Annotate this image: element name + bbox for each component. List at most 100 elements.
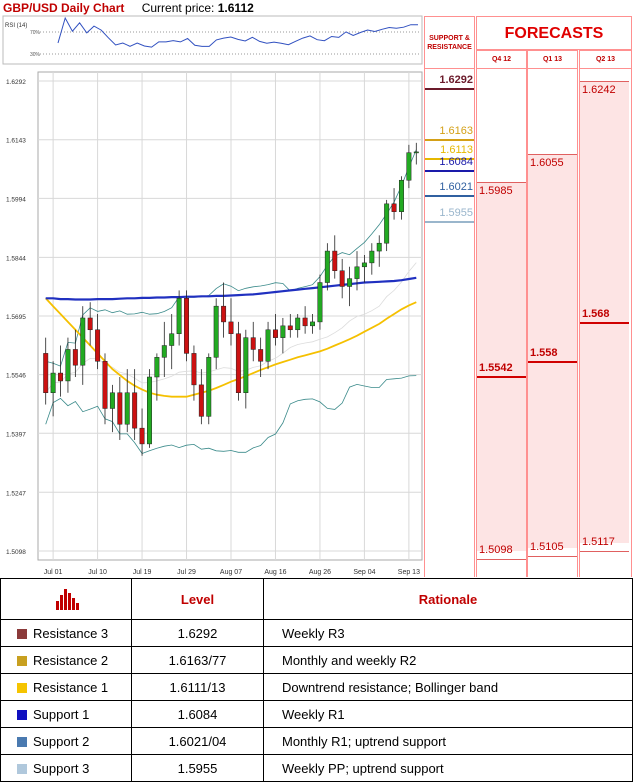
candle-body: [413, 151, 419, 154]
forecast-line-high: [528, 154, 577, 156]
candle-body: [191, 353, 197, 386]
forecast-line-low: [477, 558, 526, 560]
candle-body: [235, 333, 241, 393]
axes: 1.6292 1.6143 1.5994 1.5844 1.5695 1.5546 1.53…: [6, 79, 420, 576]
forecast-column-q1: 1.6055 1.558 1.5105: [527, 69, 578, 577]
candle-body: [317, 282, 323, 323]
forecast-line-mid: [580, 321, 629, 324]
table-row: Resistance 1 1.6111/13 Downtrend resistanc…: [0, 673, 633, 701]
level-name: Support 3: [33, 760, 90, 776]
level-color-swatch: [17, 682, 27, 693]
candle-body: [361, 262, 367, 268]
candle-body: [213, 305, 219, 358]
y-tick-label: 1.5546: [6, 373, 26, 380]
level-rationale: Monthly R1; uptrend support: [263, 727, 633, 755]
candle-body: [43, 353, 49, 393]
chart-title-bar: GBP/USD Daily Chart Current price: 1.611…: [3, 1, 254, 15]
candle-body: [206, 357, 212, 417]
level-value: 1.5955: [131, 754, 264, 782]
forecast-range: [528, 154, 577, 549]
level-rationale: Monthly and weekly R2: [263, 646, 633, 674]
y-tick-label: 1.6292: [6, 79, 26, 86]
forecast-value-low: 1.5117: [582, 536, 615, 549]
candle-body: [117, 392, 123, 425]
candle-body: [324, 250, 330, 283]
level-color-swatch: [17, 655, 27, 666]
level-value: 1.6111/13: [131, 673, 264, 701]
candle-body: [310, 321, 316, 327]
candle-body: [280, 325, 286, 338]
candle-body: [176, 298, 182, 334]
candle-body: [339, 270, 345, 287]
sr-level-line: [425, 220, 474, 223]
bar-chart-icon: [56, 589, 79, 610]
candle-body: [139, 427, 145, 445]
y-tick-label: 1.5397: [6, 431, 26, 438]
x-tick-label: Jul 01: [44, 569, 63, 576]
table-header-level: Level: [131, 578, 264, 620]
sr-level-value: 1.5955: [439, 206, 473, 219]
current-price-value: 1.6112: [217, 1, 254, 15]
ma-line-1: [45, 276, 417, 301]
x-tick-label: Jul 29: [177, 569, 196, 576]
rsi-tick-30: 30%: [30, 52, 41, 58]
y-tick-label: 1.5994: [6, 196, 26, 203]
candle-body: [50, 372, 56, 393]
forecast-line-high: [477, 181, 526, 183]
sr-level-value: 1.6021: [439, 180, 473, 193]
level-name-cell: Support 2: [0, 727, 132, 755]
sr-level-line: [425, 158, 474, 161]
price-chart: RSI (14)70%30% 1.62921.61431.59941.58441…: [2, 15, 423, 576]
candle-body: [354, 266, 360, 279]
candle-body: [80, 317, 86, 366]
table-row: Support 3 1.5955 Weekly PP; uptrend suppor…: [0, 754, 633, 782]
quarter-header-q2: Q2 13: [579, 50, 632, 69]
support-resistance-column: 1.6292 1.6163 1.6113 1.6084 1.6021 1.5955: [424, 69, 475, 577]
candle-body: [265, 329, 271, 362]
candle-body: [332, 250, 338, 271]
candlesticks: [43, 142, 419, 456]
sr-level-line: [425, 138, 474, 141]
level-name: Resistance 1: [33, 679, 109, 695]
candle-body: [102, 361, 108, 409]
candle-body: [198, 384, 204, 417]
table-row: Support 1 1.6084 Weekly R1: [0, 700, 633, 728]
forecast-line-high: [580, 80, 629, 82]
chart-grid: [37, 71, 423, 561]
level-name-cell: Support 1: [0, 700, 132, 728]
candle-body: [87, 317, 93, 331]
table-header-rationale: Rationale: [263, 578, 633, 620]
level-color-swatch: [17, 628, 27, 639]
level-rationale: Weekly R3: [263, 619, 633, 647]
forecast-value-mid: 1.558: [530, 347, 558, 360]
sr-level-value: 1.6292: [439, 74, 473, 87]
current-price-label: Current price:: [141, 1, 215, 15]
x-tick-label: Sep 13: [398, 569, 420, 576]
rsi-tick-70: 70%: [30, 30, 41, 36]
candle-body: [243, 337, 249, 393]
candle-body: [184, 298, 190, 354]
bollinger-lower: [45, 375, 417, 454]
forecast-value-high: 1.6055: [530, 157, 564, 170]
level-value: 1.6021/04: [131, 727, 264, 755]
forecasts-header: FORECASTS: [476, 16, 632, 50]
level-name: Resistance 3: [33, 625, 109, 641]
x-tick-label: Sep 04: [353, 569, 375, 576]
forecast-value-mid: 1.568: [582, 307, 610, 320]
x-tick-label: Aug 16: [264, 569, 286, 576]
y-tick-label: 1.5844: [6, 255, 26, 262]
sr-level-value: 1.6163: [439, 124, 473, 137]
sr-level-value: 1.6113: [440, 144, 473, 157]
chart-title: GBP/USD Daily Chart: [3, 1, 125, 15]
candle-body: [258, 349, 264, 362]
level-name: Support 1: [33, 706, 90, 722]
level-rationale: Downtrend resistance; Bollinger band: [263, 673, 633, 701]
candle-body: [295, 317, 301, 331]
candle-body: [369, 250, 375, 264]
candle-body: [124, 392, 130, 425]
rsi-line: [57, 16, 419, 48]
level-color-swatch: [17, 736, 27, 747]
table-header-row: Level Rationale: [0, 578, 633, 620]
rsi-panel: RSI (14)70% 30%: [2, 15, 423, 65]
candle-body: [65, 349, 71, 382]
